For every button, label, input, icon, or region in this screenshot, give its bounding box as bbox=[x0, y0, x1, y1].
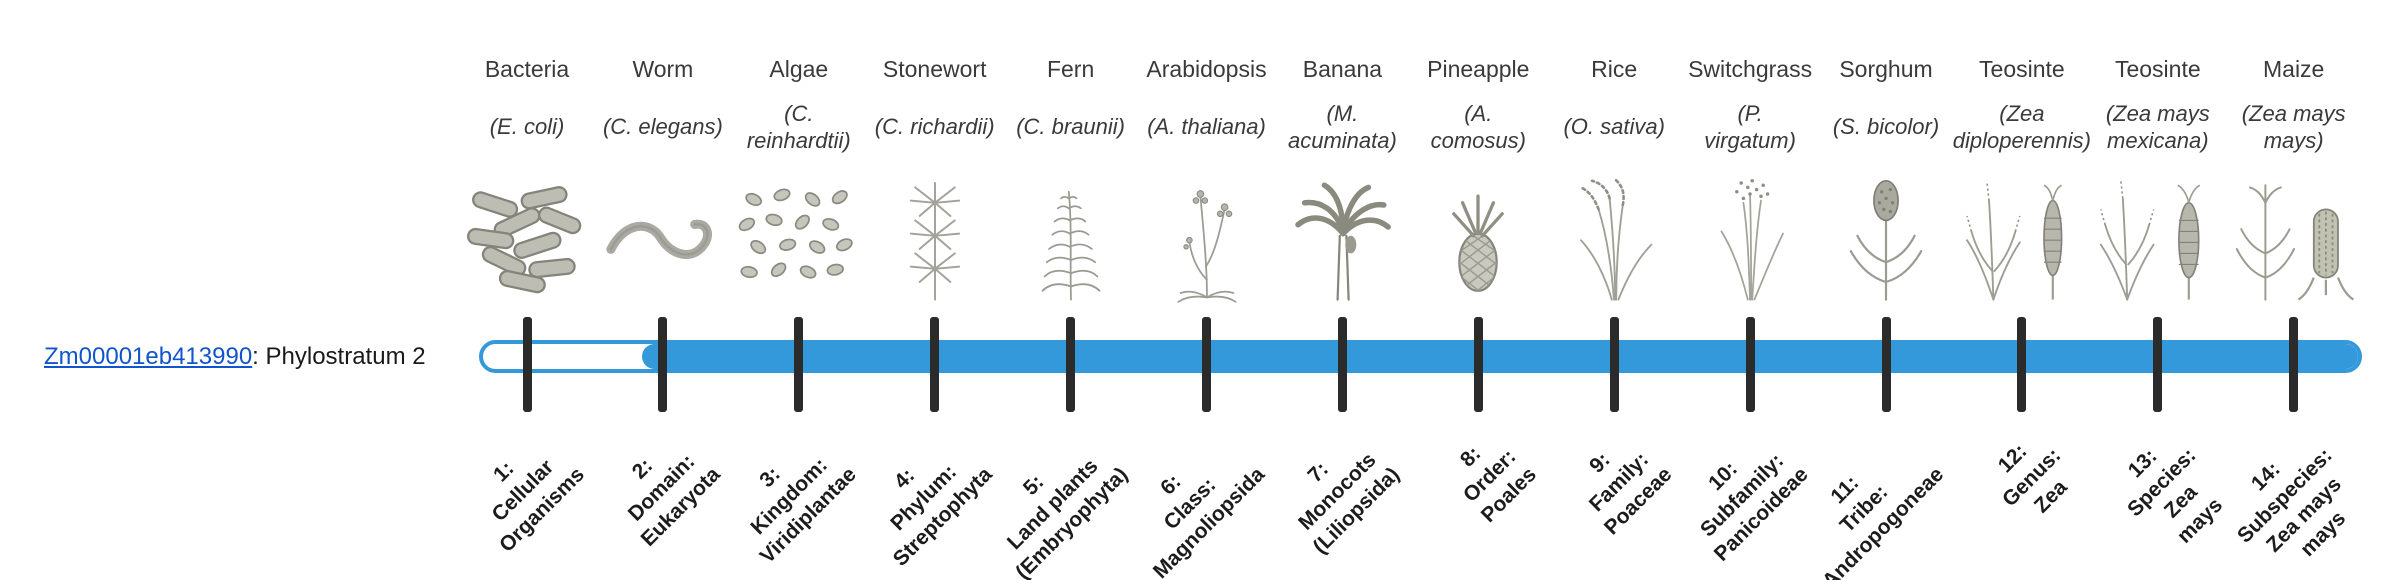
organism-name: Fern bbox=[1046, 56, 1095, 82]
stratum-column: Bacteria (E. coli) 1: Cellular Organisms bbox=[452, 0, 602, 580]
arabidopsis-illustration bbox=[1132, 168, 1282, 304]
organism-scientific-name: (Zea mays mexicana) bbox=[2105, 100, 2210, 154]
timeline-tick bbox=[658, 317, 668, 412]
bacteria-illustration bbox=[452, 168, 602, 304]
timeline-tick bbox=[1202, 317, 1211, 412]
stratum-tick-label: 8: Order: Poales bbox=[1455, 442, 1541, 527]
switchgrass-illustration bbox=[1675, 168, 1825, 304]
stratum-tick-label: 9: Family: Poaceae bbox=[1584, 447, 1677, 540]
stratum-column: Teosinte (Zea diploperennis) 12: Genus: … bbox=[1947, 0, 2097, 580]
organism-scientific-name: (E. coli) bbox=[489, 114, 565, 140]
timeline-tick bbox=[1881, 317, 1891, 412]
stratum-column: Stonewort (C. richardii) 4: Phylum: Stre… bbox=[860, 0, 1010, 580]
organism-name: Teosinte bbox=[2114, 56, 2201, 82]
timeline-tick bbox=[1473, 317, 1483, 412]
stratum-tick-label: 2: Domain: Eukaryota bbox=[623, 449, 725, 551]
stratum-column: Fern (C. braunii) 5: Land plants (Embryo… bbox=[996, 0, 1146, 580]
organism-scientific-name: (M. acuminata) bbox=[1287, 100, 1397, 154]
timeline-bar-fill bbox=[642, 344, 2358, 369]
organism-name: Maize bbox=[2263, 56, 2325, 82]
stratum-tick-label: 6: Class: Magnoliopsida bbox=[1148, 462, 1269, 580]
stratum-column: Teosinte (Zea mays mexicana) 13: Species… bbox=[2083, 0, 2233, 580]
timeline-tick bbox=[1745, 317, 1755, 412]
organism-name: Banana bbox=[1302, 56, 1383, 82]
organism-scientific-name: (O. sativa) bbox=[1563, 114, 1665, 140]
algae-illustration bbox=[724, 168, 874, 304]
stratum-column: Worm (C. elegans) 2: Domain: Eukaryota bbox=[588, 0, 738, 580]
stratum-column: Maize (Zea mays mays) 14: Subspecies: Ze… bbox=[2219, 0, 2369, 580]
gene-id-link[interactable]: Zm00001eb413990 bbox=[44, 343, 253, 370]
stratum-column: Switchgrass (P. virgatum) 10: Subfamily:… bbox=[1675, 0, 1825, 580]
organism-scientific-name: (P. virgatum) bbox=[1704, 100, 1796, 154]
organism-scientific-name: (A. comosus) bbox=[1430, 100, 1526, 154]
timeline-tick bbox=[1337, 317, 1347, 412]
gene-phylostratum-text: : Phylostratum 2 bbox=[252, 343, 426, 370]
gene-label: Zm00001eb413990: Phylostratum 2 bbox=[44, 343, 426, 371]
stonewort-illustration bbox=[860, 168, 1010, 304]
organism-scientific-name: (C. elegans) bbox=[602, 114, 723, 140]
sorghum-illustration bbox=[1811, 168, 1961, 304]
organism-name: Worm bbox=[632, 56, 694, 82]
stratum-tick-label: 3: Kingdom: Viridiplantae bbox=[746, 453, 861, 568]
stratum-column: Sorghum (S. bicolor) 11: Tribe: Andropog… bbox=[1811, 0, 1961, 580]
stratum-tick-label: 7: Monocots (Liliopsida) bbox=[1294, 448, 1405, 559]
organism-name: Teosinte bbox=[1979, 56, 2065, 82]
stratum-tick-label: 5: Land plants (Embryophyta) bbox=[1003, 454, 1133, 580]
timeline-tick bbox=[1609, 317, 1619, 412]
stratum-tick-label: 12: Genus: Zea bbox=[1993, 439, 2072, 518]
timeline-tick bbox=[2153, 317, 2163, 412]
rice-illustration bbox=[1539, 168, 1689, 304]
timeline-tick bbox=[794, 317, 804, 412]
organism-scientific-name: (A. thaliana) bbox=[1147, 114, 1266, 140]
timeline-tick bbox=[2017, 317, 2027, 412]
organism-name: Sorghum bbox=[1839, 56, 1933, 82]
organism-name: Arabidopsis bbox=[1146, 56, 1267, 82]
maize-illustration bbox=[2219, 168, 2369, 304]
pineapple-illustration bbox=[1403, 168, 1553, 304]
teosinte-diploperennis-illustration bbox=[1947, 168, 2097, 304]
organism-name: Pineapple bbox=[1427, 56, 1530, 82]
stratum-column: Pineapple (A. comosus) 8: Order: Poales bbox=[1403, 0, 1553, 580]
organism-scientific-name: (Zea mays mays) bbox=[2241, 100, 2346, 154]
organism-scientific-name: (C. richardii) bbox=[874, 114, 995, 140]
organism-name: Algae bbox=[769, 56, 829, 82]
stratum-column: Arabidopsis (A. thaliana) 6: Class: Magn… bbox=[1132, 0, 1282, 580]
organism-name: Rice bbox=[1591, 56, 1638, 82]
timeline-tick bbox=[930, 317, 940, 412]
timeline-tick bbox=[2289, 317, 2299, 412]
organism-name: Bacteria bbox=[484, 56, 570, 82]
timeline-bar bbox=[479, 340, 2362, 373]
stratum-tick-label: 1: Cellular Organisms bbox=[487, 455, 589, 557]
banana-illustration bbox=[1267, 168, 1417, 304]
stratum-tick-label: 4: Phylum: Streptophyta bbox=[886, 460, 997, 571]
stratum-column: Algae (C. reinhardtii) 3: Kingdom: Virid… bbox=[724, 0, 874, 580]
stratum-column: Banana (M. acuminata) 7: Monocots (Lilio… bbox=[1267, 0, 1417, 580]
stratum-tick-label: 14: Subspecies: Zea mays mays bbox=[2232, 443, 2350, 561]
fern-illustration bbox=[996, 168, 1146, 304]
organism-scientific-name: (C. reinhardtii) bbox=[746, 100, 851, 154]
worm-illustration bbox=[588, 168, 738, 304]
timeline-tick bbox=[1066, 317, 1076, 412]
organism-scientific-name: (S. bicolor) bbox=[1832, 114, 1940, 140]
organism-scientific-name: (C. braunii) bbox=[1016, 114, 1125, 140]
organism-name: Switchgrass bbox=[1688, 56, 1813, 82]
stratum-column: Rice (O. sativa) 9: Family: Poaceae bbox=[1539, 0, 1689, 580]
organism-scientific-name: (Zea diploperennis) bbox=[1952, 100, 2091, 154]
organism-name: Stonewort bbox=[882, 56, 987, 82]
timeline-tick bbox=[522, 317, 532, 412]
teosinte-mexicana-illustration bbox=[2083, 168, 2233, 304]
